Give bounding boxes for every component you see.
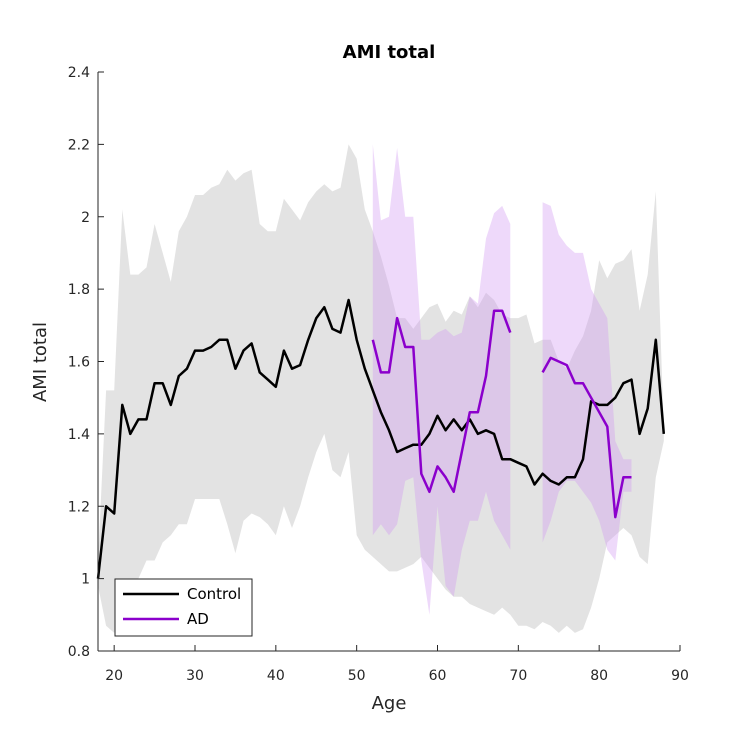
axes: 20 30 40 50 60 70 80 90 0.8 1 1.2 1.4 1.6 1.8 2 2.2 2.4 xyxy=(68,65,689,684)
x-tick-label: 40 xyxy=(267,668,285,684)
y-tick-label: 0.8 xyxy=(68,644,90,660)
control-band-1 xyxy=(98,144,664,633)
y-tick-label: 2.4 xyxy=(68,65,90,81)
legend: Control AD xyxy=(114,578,253,637)
y-tick-label: 2.2 xyxy=(68,137,90,153)
confidence-bands xyxy=(98,144,664,633)
x-tick-label: 90 xyxy=(671,668,689,684)
ad-band-1 xyxy=(372,144,511,615)
ad-line-2 xyxy=(541,356,632,519)
x-tick-label: 50 xyxy=(348,668,366,684)
y-tick-label: 1 xyxy=(81,572,90,588)
series-lines xyxy=(96,298,666,579)
ad-line-1 xyxy=(371,309,512,494)
y-tick-label: 1.2 xyxy=(68,499,90,515)
x-axis-label: Age xyxy=(372,693,407,714)
ad-band-2 xyxy=(542,202,632,561)
y-tick-label: 1.6 xyxy=(68,355,90,371)
legend-label-control: Control xyxy=(187,585,241,603)
y-tick-label: 2 xyxy=(81,210,90,226)
x-tick-label: 70 xyxy=(509,668,527,684)
control-line-1 xyxy=(96,298,666,579)
y-tick-label: 1.4 xyxy=(68,427,90,443)
chart-title: AMI total xyxy=(343,42,436,63)
x-tick-label: 30 xyxy=(186,668,204,684)
x-tick-label: 60 xyxy=(429,668,447,684)
legend-box xyxy=(114,578,253,637)
x-tick-label: 20 xyxy=(105,668,123,684)
legend-label-ad: AD xyxy=(187,610,209,628)
y-tick-label: 1.8 xyxy=(68,282,90,298)
y-axis-label: AMI total xyxy=(30,322,51,402)
x-tick-label: 80 xyxy=(590,668,608,684)
